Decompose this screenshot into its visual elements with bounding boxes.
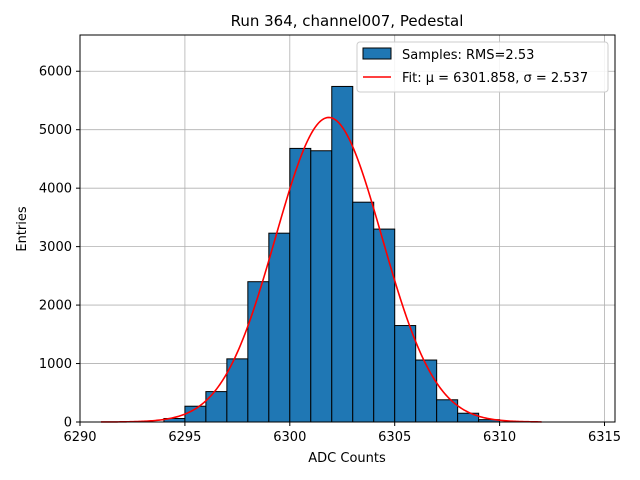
y-tick-label-5: 5000 xyxy=(39,123,72,138)
histogram-bars xyxy=(163,85,501,423)
histogram-bar-4 xyxy=(247,281,270,423)
x-axis-ticks: 6290 6295 6300 6305 6310 6315 xyxy=(63,422,621,445)
x-tick-label-4: 6310 xyxy=(483,430,516,445)
histogram-bar-7 xyxy=(310,150,333,423)
plot-area-frame xyxy=(79,34,616,423)
histogram-bar-2 xyxy=(205,391,228,423)
y-tick-label-3: 3000 xyxy=(39,240,72,255)
x-axis-label: ADC Counts xyxy=(308,451,386,466)
y-tick-label-4: 4000 xyxy=(39,182,72,197)
y-tick-label-6: 6000 xyxy=(39,65,72,80)
x-tick-label-3: 6305 xyxy=(378,430,411,445)
histogram-bar-9 xyxy=(352,201,375,423)
fit-curve-group xyxy=(100,116,542,423)
histogram-bar-10 xyxy=(373,228,396,423)
y-tick-label-2: 2000 xyxy=(39,299,72,314)
histogram-bar-12 xyxy=(415,359,438,423)
chart-title: Run 364, channel007, Pedestal xyxy=(231,12,464,30)
y-tick-label-0: 0 xyxy=(64,416,72,431)
y-axis-label: Entries xyxy=(15,206,30,252)
legend-box xyxy=(356,41,609,93)
histogram-bar-11 xyxy=(394,325,417,423)
fit-curve xyxy=(100,116,542,423)
x-tick-label-5: 6315 xyxy=(588,430,621,445)
x-tick-label-2: 6300 xyxy=(273,430,306,445)
x-tick-label-1: 6295 xyxy=(168,430,201,445)
histogram-bar-6 xyxy=(289,147,312,423)
legend-samples-patch xyxy=(362,47,392,60)
y-axis-ticks: 0 1000 2000 3000 4000 5000 6000 xyxy=(39,65,80,431)
histogram-bar-5 xyxy=(268,232,291,423)
histogram-bar-8 xyxy=(331,85,354,423)
legend-samples-label: Samples: RMS=2.53 xyxy=(402,48,534,63)
y-tick-label-1: 1000 xyxy=(39,357,72,372)
legend-fit-label: Fit: μ = 6301.858, σ = 2.537 xyxy=(402,71,588,86)
x-tick-label-0: 6290 xyxy=(63,430,96,445)
legend: Samples: RMS=2.53 Fit: μ = 6301.858, σ =… xyxy=(356,41,609,93)
